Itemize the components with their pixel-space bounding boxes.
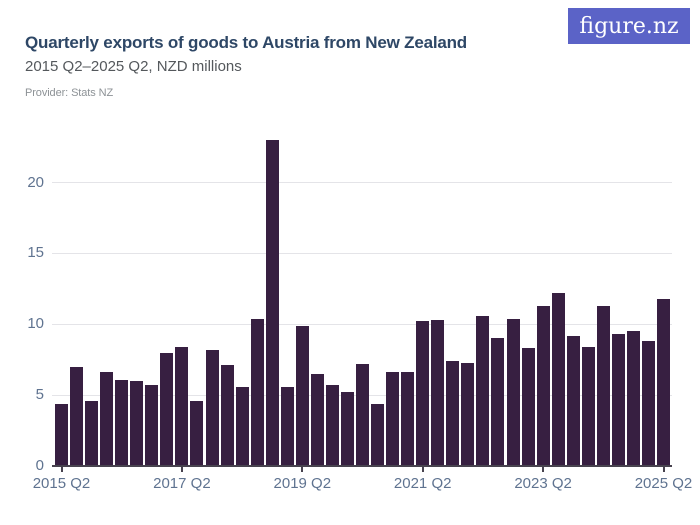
bar-2024-q3[interactable] bbox=[611, 334, 625, 466]
bar-2022-q2[interactable] bbox=[476, 315, 490, 466]
bar-2021-q4[interactable] bbox=[446, 361, 460, 466]
bar-2018-q3[interactable] bbox=[250, 318, 264, 466]
bar-2020-q2[interactable] bbox=[356, 363, 369, 466]
bar-2019-q2[interactable] bbox=[295, 325, 309, 466]
x-tick-mark-4 bbox=[542, 467, 545, 472]
bar-2017-q2[interactable] bbox=[175, 346, 189, 466]
bar-2023-q2[interactable] bbox=[536, 305, 550, 466]
bar-2016-q4[interactable] bbox=[145, 385, 159, 466]
x-tick-label-0: 2015 Q2 bbox=[32, 475, 91, 492]
bar-2019-q1[interactable] bbox=[280, 386, 294, 466]
bar-2022-q1[interactable] bbox=[461, 362, 475, 466]
gridline-10 bbox=[52, 323, 672, 325]
y-tick-label-20: 20 bbox=[27, 173, 44, 191]
bar-2019-q3[interactable] bbox=[310, 373, 324, 466]
bar-2015-q4[interactable] bbox=[85, 400, 99, 466]
page-title: Quarterly exports of goods to Austria fr… bbox=[25, 33, 467, 53]
x-tick-mark-5 bbox=[662, 467, 665, 472]
y-tick-label-15: 15 bbox=[27, 244, 44, 262]
bar-2022-q4[interactable] bbox=[506, 318, 520, 466]
x-tick-label-4: 2023 Q2 bbox=[514, 475, 572, 492]
bar-2020-q4[interactable] bbox=[386, 372, 400, 466]
x-tick-label-5: 2025 Q2 bbox=[634, 475, 693, 492]
bar-2018-q4[interactable] bbox=[265, 140, 279, 466]
bar-2015-q3[interactable] bbox=[70, 366, 84, 466]
x-tick-mark-1 bbox=[180, 467, 183, 472]
figure-nz-logo[interactable]: figure.nz bbox=[568, 8, 690, 44]
x-tick-mark-3 bbox=[421, 467, 424, 472]
figure-nz-logo-text: figure.nz bbox=[579, 13, 679, 39]
provider-credit: Provider: Stats NZ bbox=[25, 87, 114, 99]
x-tick-label-3: 2021 Q2 bbox=[393, 475, 452, 492]
x-tick-label-1: 2017 Q2 bbox=[153, 475, 211, 492]
bar-2018-q2[interactable] bbox=[235, 386, 249, 466]
bar-2016-q1[interactable] bbox=[100, 372, 114, 466]
bar-2024-q2[interactable] bbox=[596, 305, 610, 466]
bar-2021-q3[interactable] bbox=[431, 320, 445, 466]
bar-2020-q1[interactable] bbox=[340, 392, 354, 466]
y-tick-label-5: 5 bbox=[35, 386, 44, 404]
bar-2023-q3[interactable] bbox=[551, 293, 565, 466]
x-axis-line bbox=[52, 465, 672, 467]
bar-2024-q1[interactable] bbox=[581, 346, 595, 466]
bar-2021-q2[interactable] bbox=[416, 321, 430, 466]
bar-2021-q1[interactable] bbox=[401, 372, 415, 466]
bar-2015-q2[interactable] bbox=[55, 403, 68, 466]
bar-2023-q4[interactable] bbox=[566, 335, 580, 466]
y-tick-label-10: 10 bbox=[27, 315, 44, 333]
bar-2024-q4[interactable] bbox=[626, 331, 640, 466]
y-tick-label-0: 0 bbox=[35, 457, 44, 474]
bar-2016-q2[interactable] bbox=[115, 379, 129, 466]
bar-2023-q1[interactable] bbox=[521, 348, 535, 466]
bar-2017-q1[interactable] bbox=[160, 352, 174, 466]
bar-2016-q3[interactable] bbox=[130, 380, 144, 466]
chart-subtitle: 2015 Q2–2025 Q2, NZD millions bbox=[25, 58, 242, 75]
bar-2025-q2[interactable] bbox=[657, 298, 670, 466]
bar-2018-q1[interactable] bbox=[220, 365, 234, 466]
bar-2019-q4[interactable] bbox=[325, 385, 339, 466]
bar-2020-q3[interactable] bbox=[371, 403, 385, 466]
x-tick-mark-0 bbox=[60, 467, 63, 472]
bar-2025-q1[interactable] bbox=[641, 341, 655, 466]
gridline-15 bbox=[52, 252, 672, 254]
bar-2017-q4[interactable] bbox=[205, 349, 219, 466]
x-tick-label-2: 2019 Q2 bbox=[273, 475, 332, 492]
x-tick-mark-2 bbox=[301, 467, 304, 472]
bar-2017-q3[interactable] bbox=[190, 400, 204, 466]
gridline-20 bbox=[52, 182, 672, 184]
bar-2022-q3[interactable] bbox=[491, 338, 505, 466]
